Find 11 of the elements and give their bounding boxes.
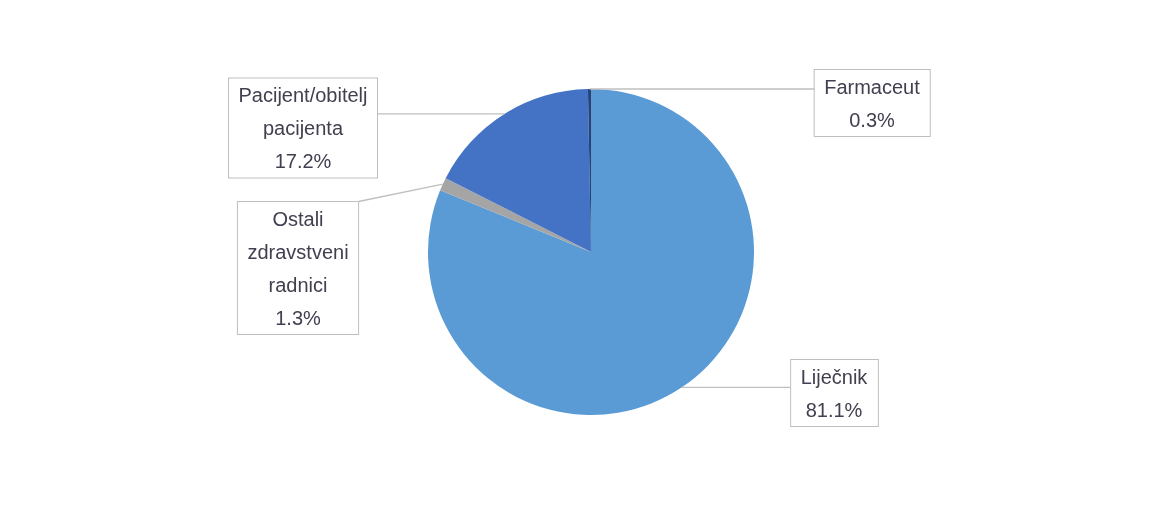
- slice-label: Pacijent/obitelj pacijenta: [238, 84, 368, 139]
- pie-slice: [428, 89, 754, 415]
- slice-label: Farmaceut: [824, 75, 921, 98]
- data-label: 81.1%: [805, 398, 863, 421]
- slice-label: Ostali zdravstveni radnici: [247, 207, 349, 296]
- data-label: 1.3%: [275, 306, 322, 329]
- data-label: 0.3%: [849, 108, 896, 131]
- slice-label: Liječnik: [800, 365, 869, 388]
- data-label: 17.2%: [274, 150, 332, 172]
- pie-slice: [445, 89, 591, 252]
- pie-slice: [440, 178, 591, 252]
